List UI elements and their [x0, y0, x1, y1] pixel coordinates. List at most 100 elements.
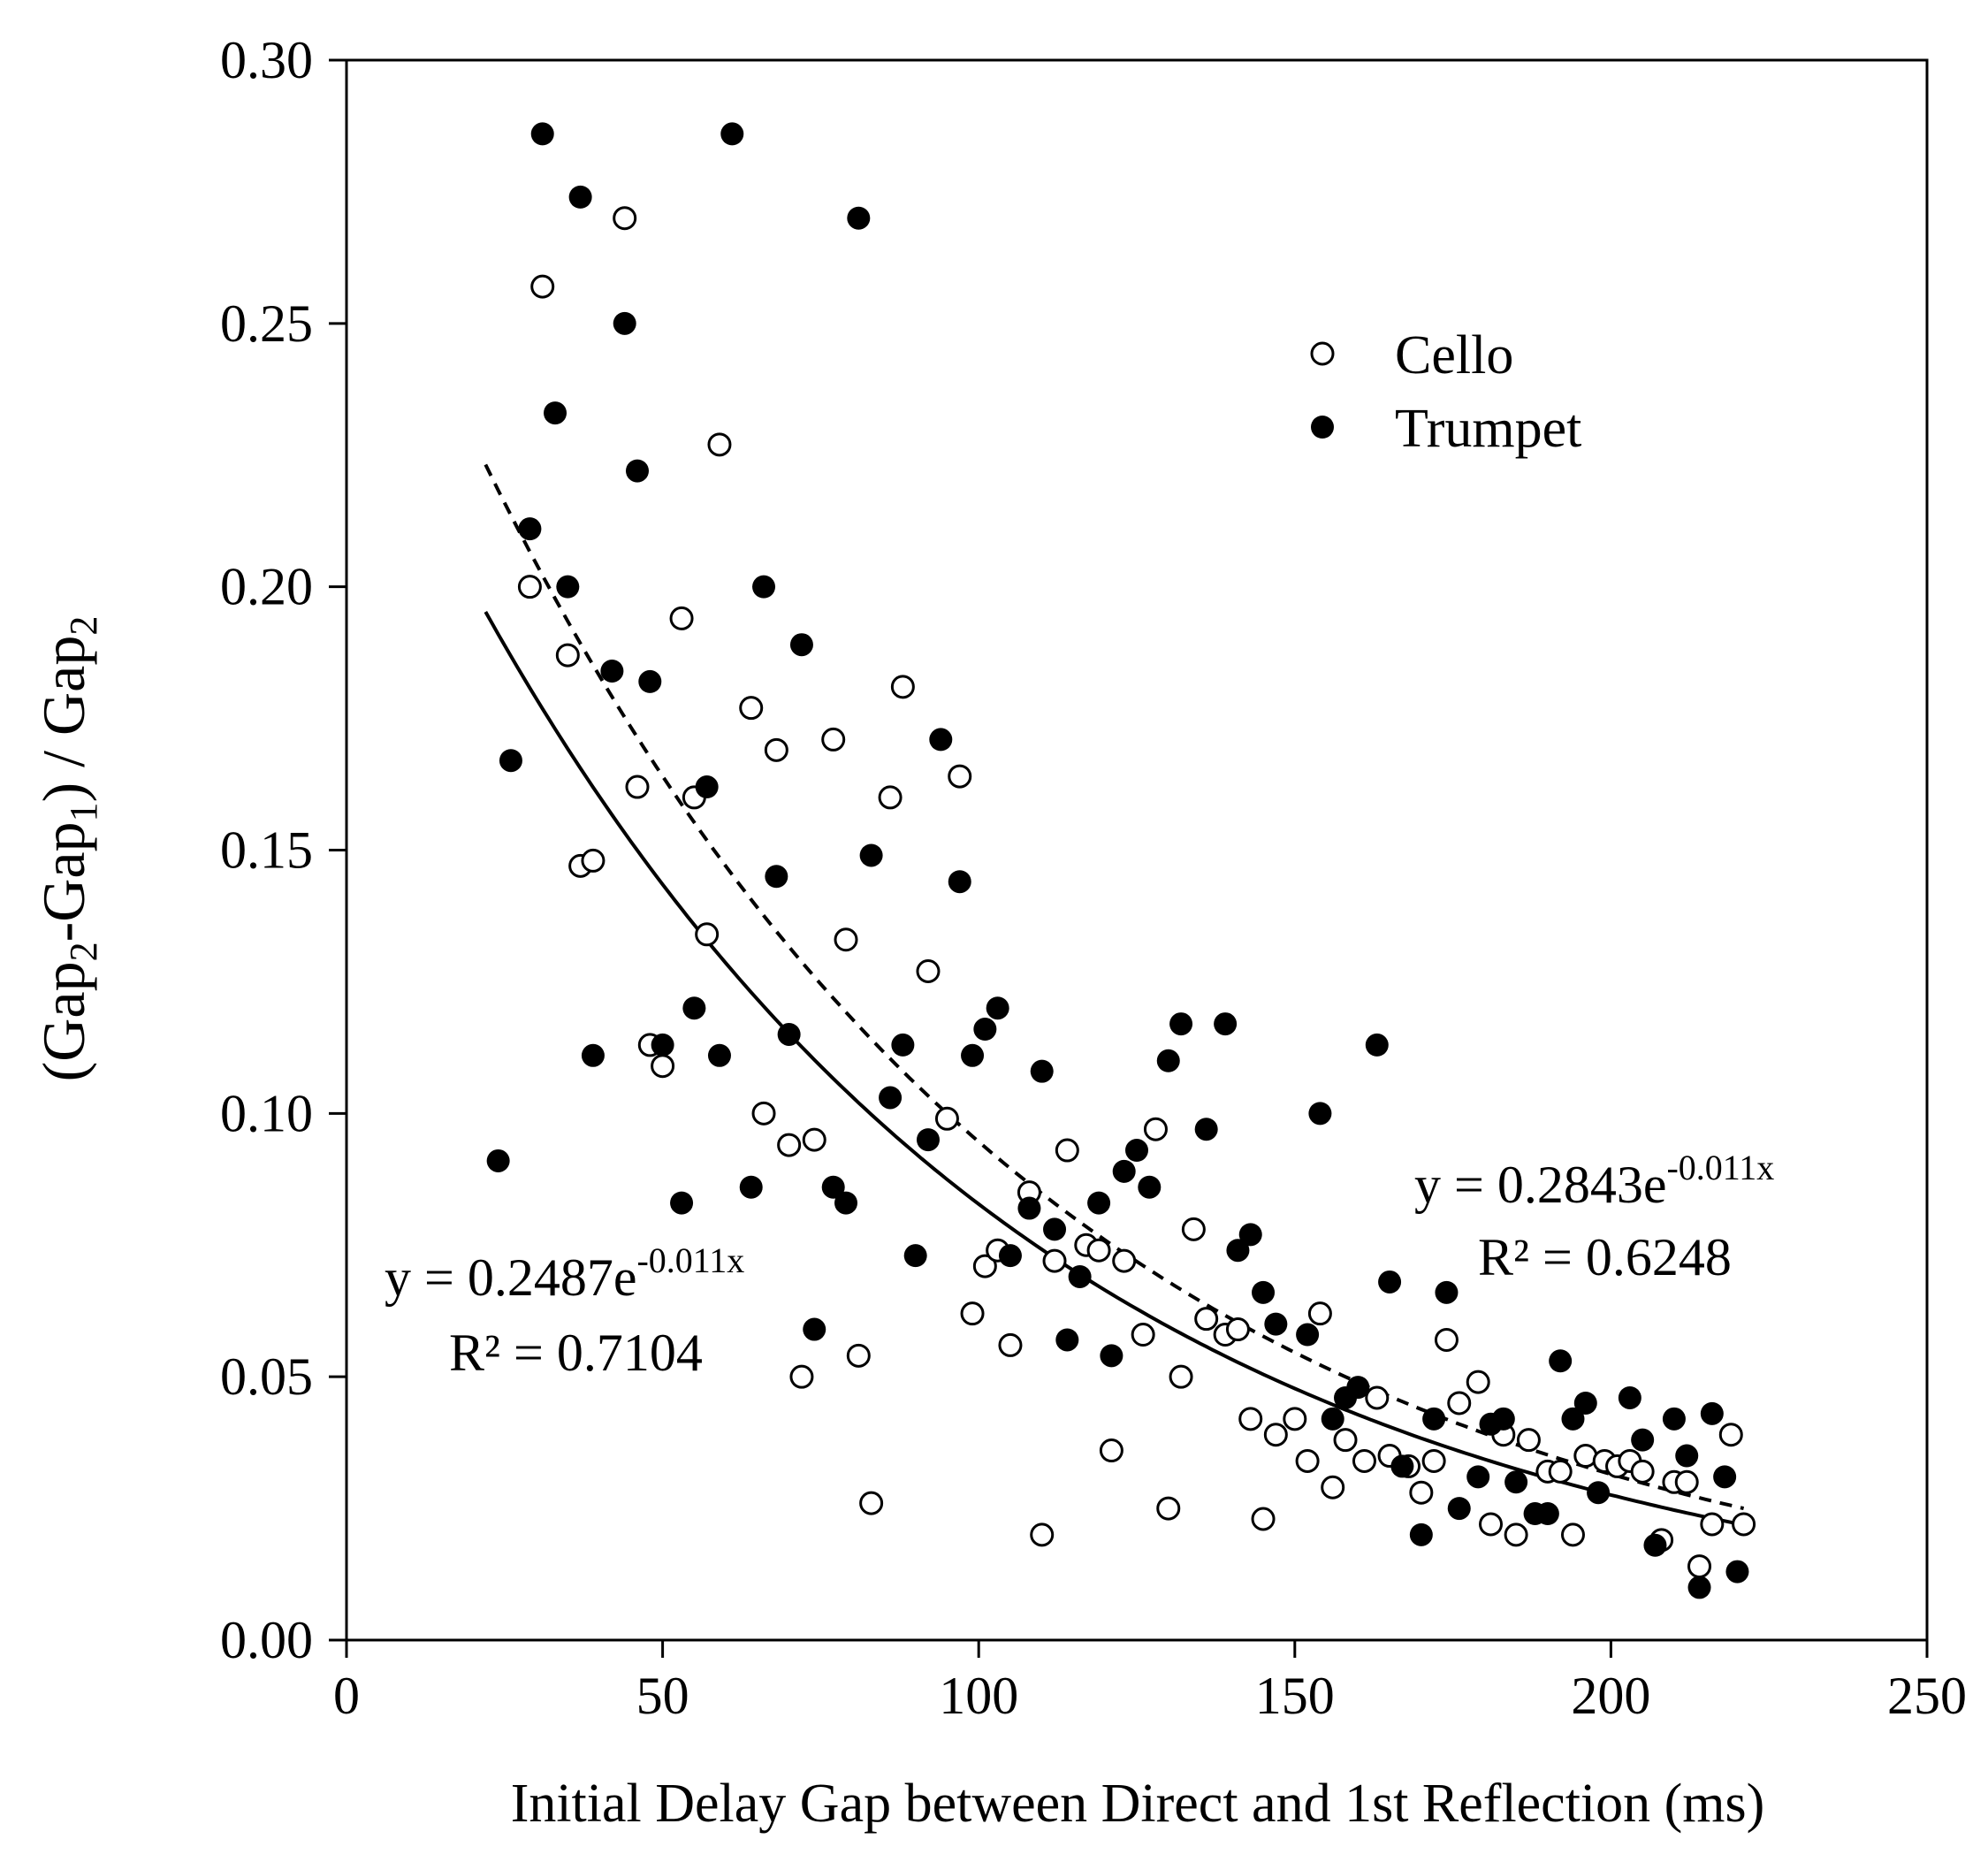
- cello-point: [1042, 1248, 1067, 1273]
- cello-point: [916, 959, 941, 984]
- trumpet-point: [986, 996, 1009, 1020]
- legend-trumpet-marker: [1311, 416, 1334, 439]
- x-tick-label: 200: [1571, 1667, 1650, 1725]
- cello-point: [948, 764, 972, 789]
- trumpet-point: [499, 749, 522, 773]
- cello-point: [1674, 1469, 1699, 1494]
- trumpet-point: [1700, 1401, 1724, 1425]
- cello-fit-equation: y = 0.2487e-0.011x: [385, 1240, 744, 1307]
- x-tick-label: 150: [1255, 1667, 1335, 1725]
- cello-point: [555, 643, 580, 668]
- trumpet-point: [1321, 1407, 1344, 1431]
- cello-point: [846, 1343, 871, 1368]
- trumpet-point: [1226, 1239, 1250, 1263]
- cello-point: [890, 675, 915, 699]
- trumpet-point: [530, 122, 554, 146]
- cello-point: [1143, 1117, 1168, 1141]
- cello-fit-annotation: y = 0.2487e-0.011x R² = 0.7104: [385, 1240, 744, 1382]
- trumpet-point: [1169, 1012, 1193, 1036]
- trumpet-point: [752, 575, 776, 599]
- trumpet-point: [1068, 1264, 1092, 1288]
- cello-point: [834, 927, 858, 952]
- cello-point: [1548, 1459, 1573, 1484]
- cello-point: [998, 1332, 1023, 1357]
- cello-point: [1352, 1448, 1376, 1473]
- x-tick-label: 50: [636, 1667, 689, 1725]
- cello-point: [613, 206, 637, 231]
- trumpet-point: [1043, 1217, 1067, 1241]
- trumpet-point: [1725, 1560, 1749, 1583]
- cello-point: [1307, 1301, 1332, 1326]
- cello-point: [1321, 1475, 1345, 1500]
- trumpet-point: [568, 185, 592, 209]
- trumpet-point: [1662, 1407, 1686, 1431]
- trumpet-fit-annotation: y = 0.2843e-0.011x R² = 0.6248: [1414, 1148, 1774, 1286]
- y-tick-label: 0.15: [220, 821, 313, 880]
- y-tick-label: 0.25: [220, 294, 313, 353]
- cello-point: [802, 1127, 826, 1152]
- cello-point: [1434, 1327, 1459, 1352]
- cello-point: [1732, 1512, 1756, 1537]
- cello-point: [625, 775, 650, 799]
- cello-point: [707, 432, 732, 457]
- trumpet-point: [638, 669, 662, 693]
- tick-labels: 0 50 100 150 200 250 0.00 0.05 0.10 0.15 0.20 0.25 0…: [220, 31, 1967, 1725]
- trumpet-point: [903, 1244, 927, 1268]
- cello-point: [739, 696, 764, 721]
- trumpet-point: [1713, 1465, 1737, 1489]
- trumpet-point: [1138, 1175, 1162, 1199]
- trumpet-point: [879, 1086, 903, 1110]
- trumpet-point: [1296, 1323, 1320, 1347]
- cello-point: [1181, 1217, 1206, 1241]
- trumpet-point: [1422, 1407, 1446, 1431]
- trumpet-point: [1087, 1191, 1111, 1215]
- trumpet-point: [1587, 1481, 1611, 1505]
- trumpet-point: [600, 659, 624, 683]
- trumpet-point: [1643, 1533, 1667, 1557]
- trumpet-point: [777, 1022, 801, 1046]
- cello-point: [972, 1254, 997, 1278]
- trumpet-point: [1491, 1407, 1515, 1431]
- cello-point: [960, 1301, 985, 1326]
- trumpet-point: [929, 728, 953, 752]
- trumpet-point: [1264, 1312, 1288, 1336]
- cello-point: [1630, 1459, 1655, 1484]
- cello-point: [669, 606, 694, 630]
- cello-point: [1169, 1364, 1193, 1389]
- trumpet-point: [1125, 1139, 1148, 1163]
- cello-point: [1263, 1423, 1288, 1447]
- cello-point: [1447, 1391, 1472, 1416]
- cello-point: [1700, 1512, 1725, 1537]
- cello-point: [1479, 1512, 1504, 1537]
- axis-ticks: [329, 58, 1929, 1658]
- cello-points: [517, 206, 1756, 1579]
- trumpet-point: [1055, 1328, 1079, 1352]
- trumpet-point: [789, 633, 813, 657]
- trumpet-point: [707, 1043, 731, 1067]
- cello-point: [1687, 1554, 1712, 1579]
- cello-point: [517, 575, 542, 599]
- cello-point: [581, 848, 606, 873]
- cello-point: [1194, 1307, 1219, 1332]
- y-tick-label: 0.05: [220, 1347, 313, 1406]
- cello-fit-curve: [484, 611, 1744, 1527]
- y-tick-label: 0.20: [220, 558, 313, 616]
- y-tick-label: 0.00: [220, 1611, 313, 1669]
- cello-point: [789, 1364, 814, 1389]
- cello-point: [934, 1106, 959, 1131]
- trumpet-point: [847, 206, 871, 230]
- trumpet-point: [1409, 1522, 1433, 1546]
- cello-point: [764, 737, 788, 762]
- trumpet-point: [1549, 1349, 1573, 1373]
- trumpet-point: [765, 865, 788, 889]
- legend-cello-marker: [1310, 341, 1335, 366]
- cello-point: [1504, 1522, 1528, 1547]
- trumpet-point: [1675, 1444, 1699, 1468]
- cello-point: [1225, 1317, 1250, 1342]
- trumpet-point: [821, 1175, 845, 1199]
- trumpet-point: [682, 996, 706, 1020]
- cello-point: [1718, 1423, 1743, 1447]
- trumpet-point: [961, 1043, 985, 1067]
- trumpet-point: [1238, 1223, 1262, 1247]
